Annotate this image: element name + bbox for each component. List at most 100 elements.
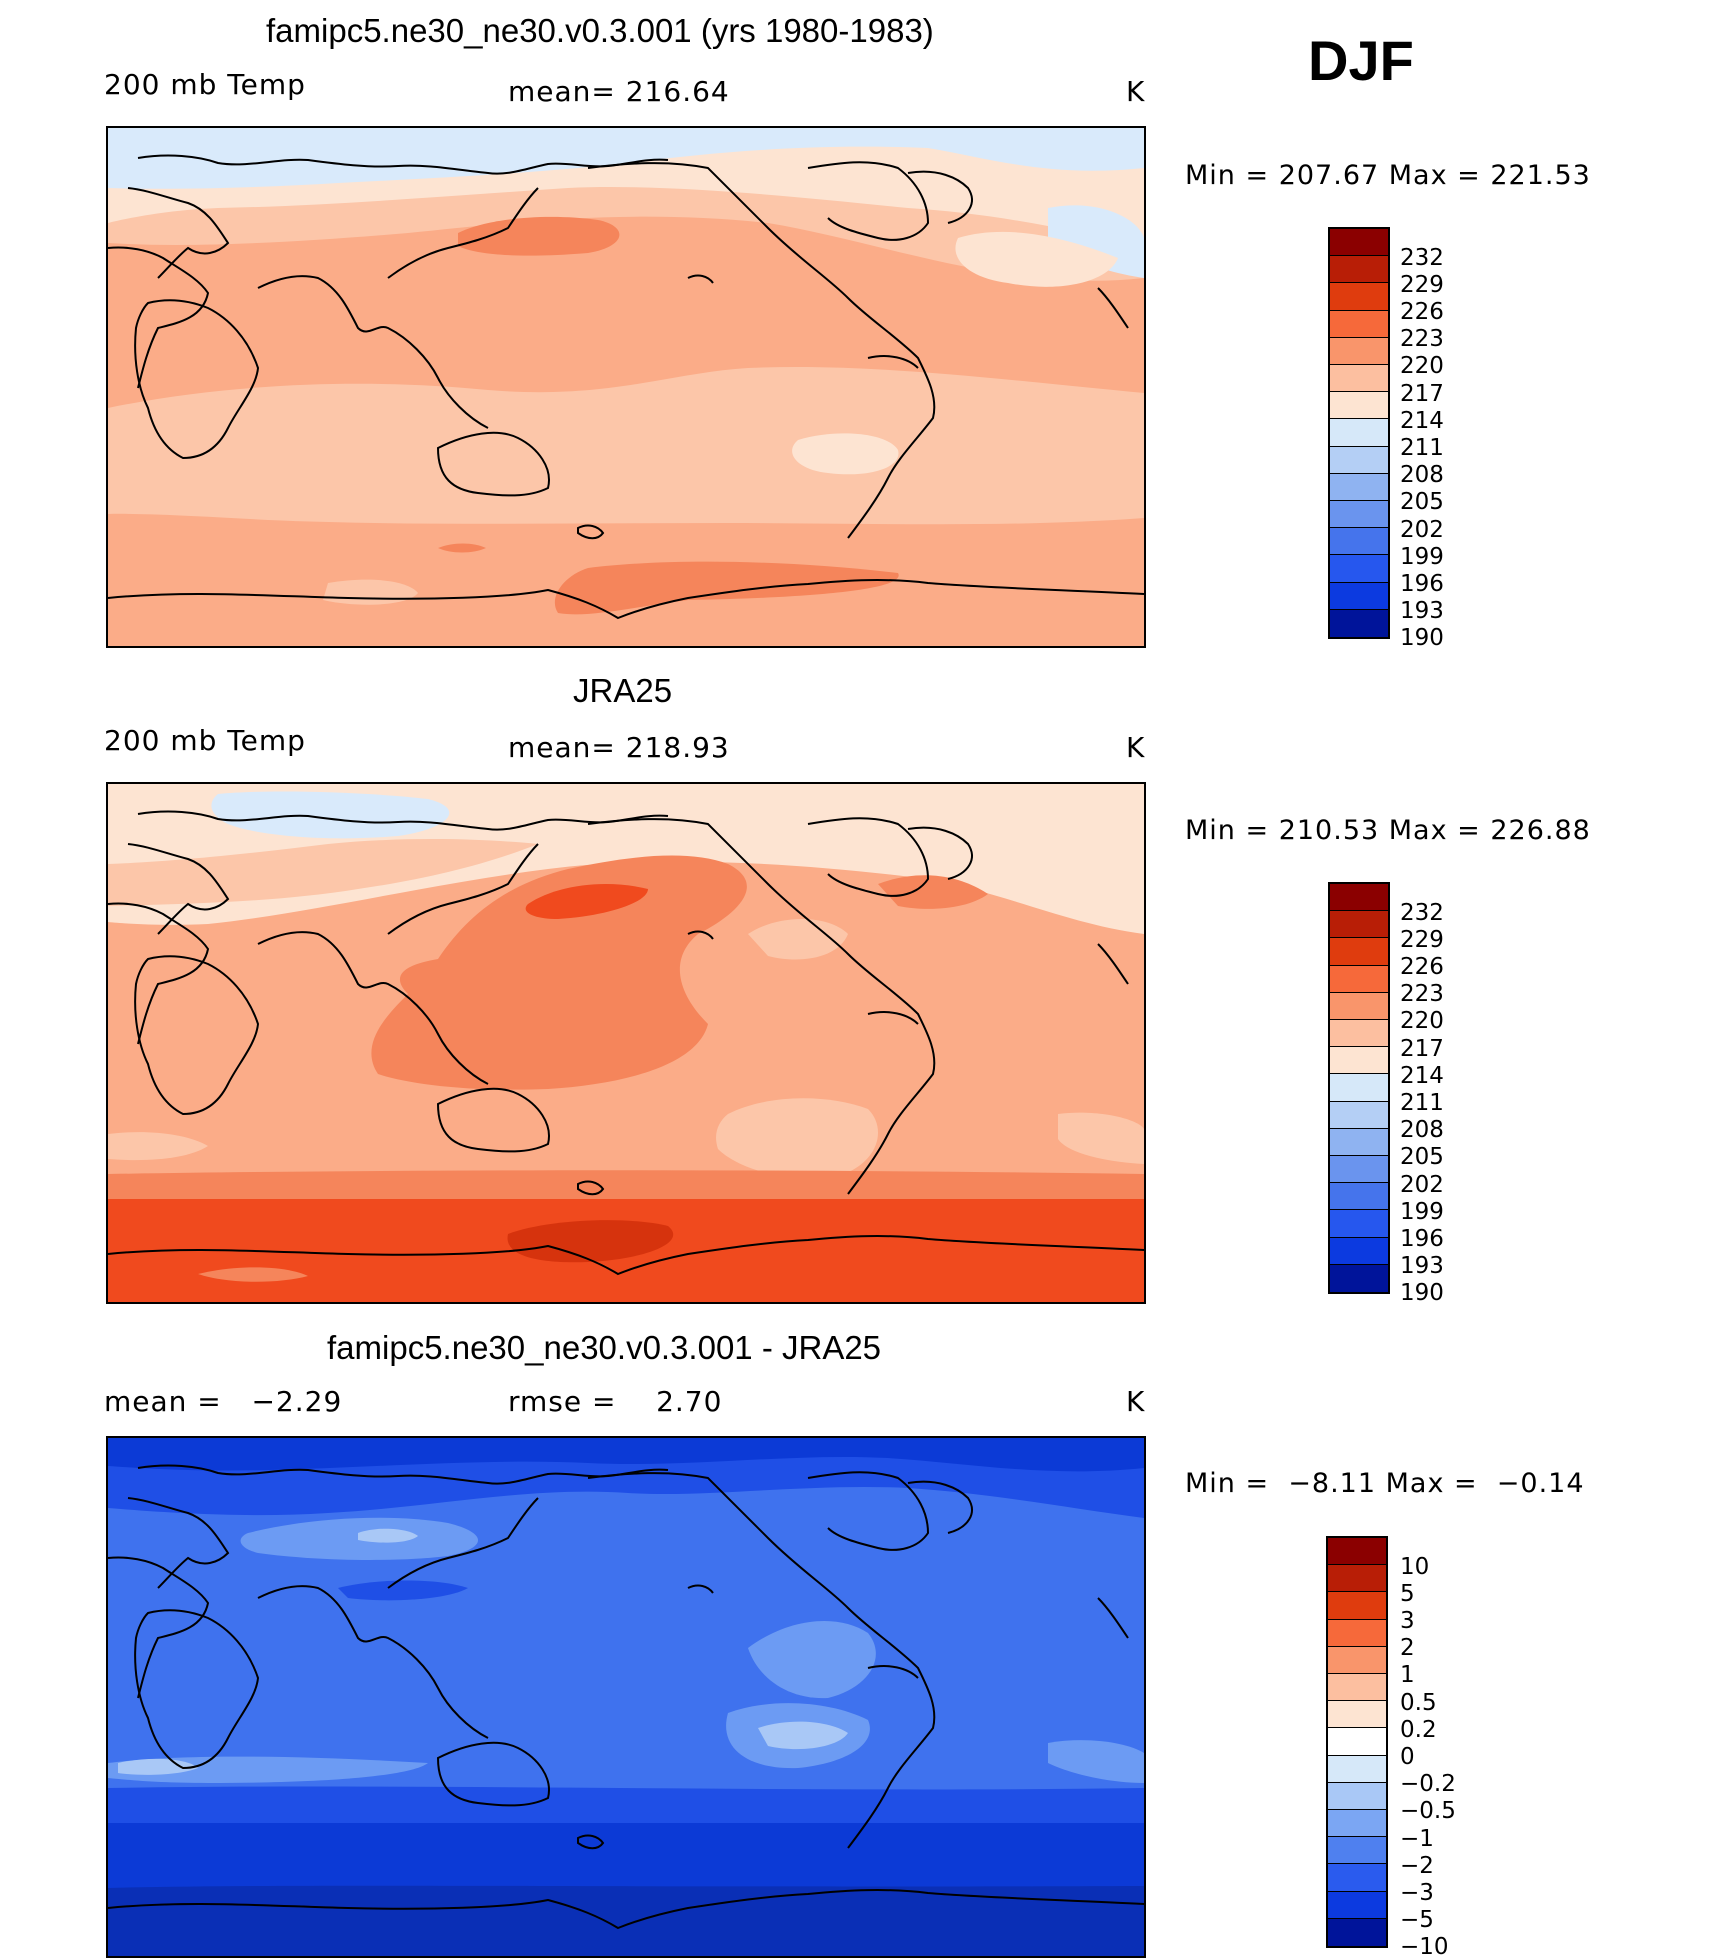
panel-3-field-darker-north: [108, 1438, 1144, 1472]
colorbar-tick-label: 232: [1400, 244, 1444, 271]
panel-3-field-deep-antarctic: [108, 1885, 1144, 1956]
panel-1-colorbar-swatch: [1330, 446, 1388, 474]
panel-3-map: [106, 1436, 1146, 1958]
panel-2-field-cool-atlantic: [748, 919, 848, 960]
panel-2-map: [106, 782, 1146, 1304]
panel-3-field-mid-pacific: [748, 1621, 876, 1699]
colorbar-tick-label: 205: [1400, 489, 1444, 516]
panel-1-colorbar-swatch: [1330, 609, 1388, 637]
panel-1-colorbar-swatch: [1330, 528, 1388, 556]
panel-3-mean-label: mean = −2.29: [104, 1385, 343, 1418]
panel-3-colorbar-swatch: [1328, 1891, 1386, 1919]
colorbar-tick-label: 196: [1400, 571, 1444, 597]
panel-1-field-ice-east: [1048, 205, 1144, 278]
panel-2-units-label: K: [1126, 731, 1146, 764]
panel-1-field-ice-north: [108, 128, 1144, 189]
panel-2-colorbar-swatch: [1330, 1074, 1388, 1102]
colorbar-tick-label: 199: [1400, 543, 1444, 570]
colorbar-tick-label: −0.2: [1400, 1771, 1456, 1798]
panel-1-colorbar-swatch: [1330, 582, 1388, 610]
panel-1-colorbar-labels: 232 229 226 223 220 217 214 211 208 205 …: [1400, 227, 1480, 652]
colorbar-tick-label: 214: [1400, 1062, 1444, 1089]
colorbar-tick-label: −5: [1400, 1907, 1434, 1934]
panel-2-colorbar-swatch: [1330, 1047, 1388, 1075]
panel-1-field-warm-antarctic: [554, 561, 899, 615]
panel-2-minmax: Min = 210.53 Max = 226.88: [1185, 815, 1591, 846]
panel-1-minmax: Min = 207.67 Max = 221.53: [1185, 160, 1591, 191]
colorbar-tick-label: 5: [1400, 1580, 1415, 1607]
panel-3-colorbar-swatch: [1328, 1810, 1386, 1838]
panel-2-field-warm-southband: [108, 1170, 1144, 1204]
colorbar-tick-label: −3: [1400, 1880, 1434, 1906]
colorbar-tick-label: 193: [1400, 1253, 1444, 1280]
colorbar-tick-label: 220: [1400, 1008, 1444, 1035]
colorbar-tick-label: 208: [1400, 462, 1444, 489]
panel-1-colorbar-swatch: [1330, 392, 1388, 420]
colorbar-tick-label: 223: [1400, 981, 1444, 1008]
colorbar-tick-label: 10: [1400, 1553, 1430, 1580]
panel-3-colorbar-swatch: [1328, 1674, 1386, 1702]
panel-1-field-warm-spot: [438, 543, 486, 553]
panel-3-colorbar: [1326, 1536, 1388, 1948]
panel-3-colorbar-swatch: [1328, 1864, 1386, 1892]
colorbar-tick-label: 229: [1400, 926, 1444, 953]
panel-3-colorbar-swatch: [1328, 1837, 1386, 1865]
panel-3-colorbar-swatch: [1328, 1538, 1386, 1566]
panel-3-colorbar-swatch: [1328, 1918, 1386, 1946]
panel-1-colorbar-swatch: [1330, 256, 1388, 284]
panel-1-units-label: K: [1126, 75, 1146, 108]
colorbar-tick-label: 2: [1400, 1635, 1415, 1662]
colorbar-tick-label: 0.5: [1400, 1689, 1437, 1716]
panel-2-colorbar: [1328, 882, 1390, 1294]
colorbar-tick-label: 214: [1400, 407, 1444, 434]
panel-1-colorbar-swatch: [1330, 501, 1388, 529]
panel-2-colorbar-swatch: [1330, 884, 1388, 912]
panel-2-field-cool-se: [1058, 1112, 1144, 1164]
colorbar-tick-label: 190: [1400, 1280, 1444, 1307]
panel-3-units-label: K: [1126, 1385, 1146, 1418]
colorbar-tick-label: 220: [1400, 353, 1444, 380]
panel-1-colorbar-swatch: [1330, 283, 1388, 311]
panel-1-colorbar-swatch: [1330, 310, 1388, 338]
panel-3-title: famipc5.ne30_ne30.v0.3.001 - JRA25: [327, 1329, 882, 1366]
panel-3-colorbar-swatch: [1328, 1782, 1386, 1810]
colorbar-tick-label: 226: [1400, 299, 1444, 325]
panel-2-field-ice-north: [211, 791, 450, 839]
colorbar-tick-label: 232: [1400, 899, 1444, 926]
colorbar-tick-label: 196: [1400, 1226, 1444, 1252]
colorbar-tick-label: 217: [1400, 380, 1444, 407]
panel-3-colorbar-swatch: [1328, 1728, 1386, 1756]
panel-3-field-light-southern: [118, 1758, 198, 1775]
colorbar-tick-label: 199: [1400, 1198, 1444, 1225]
panel-1-colorbar-swatch: [1330, 337, 1388, 365]
colorbar-tick-label: 211: [1400, 1090, 1444, 1116]
panel-3-field-dark-pacific: [338, 1580, 468, 1601]
panel-2-colorbar-swatch: [1330, 1183, 1388, 1211]
panel-2-field-warm-pacific: [371, 855, 747, 1090]
panel-3-colorbar-swatch: [1328, 1646, 1386, 1674]
panel-2-colorbar-swatch: [1330, 938, 1388, 966]
panel-3-field-light-asia: [358, 1528, 418, 1543]
panel-3-colorbar-swatch: [1328, 1701, 1386, 1729]
panel-2-colorbar-swatch: [1330, 965, 1388, 993]
panel-3-field-lightest-pacific: [758, 1721, 848, 1750]
panel-1-colorbar-swatch: [1330, 229, 1388, 257]
colorbar-tick-label: 205: [1400, 1144, 1444, 1171]
panel-1-field-band-south: [108, 367, 1144, 525]
colorbar-tick-label: 229: [1400, 271, 1444, 298]
panel-2-colorbar-swatch: [1330, 1101, 1388, 1129]
colorbar-tick-label: −1: [1400, 1825, 1434, 1852]
panel-1-colorbar-swatch: [1330, 555, 1388, 583]
colorbar-tick-label: 193: [1400, 598, 1444, 625]
panel-2-field-hotter-antarctic: [507, 1220, 674, 1263]
panel-3-colorbar-swatch: [1328, 1755, 1386, 1783]
panel-3-coastlines: [108, 1464, 1144, 1930]
panel-1-colorbar-swatch: [1330, 365, 1388, 393]
panel-1-colorbar: [1328, 227, 1390, 639]
panel-1-mean-label: mean= 216.64: [508, 75, 730, 108]
panel-3-field-mid-southeast: [1048, 1740, 1144, 1783]
panel-2-mean-label: mean= 218.93: [508, 731, 730, 764]
panel-1-field-pale-atlantic: [955, 231, 1118, 287]
panel-2-colorbar-swatch: [1330, 1156, 1388, 1184]
panel-2-field-cool-north: [108, 839, 538, 906]
